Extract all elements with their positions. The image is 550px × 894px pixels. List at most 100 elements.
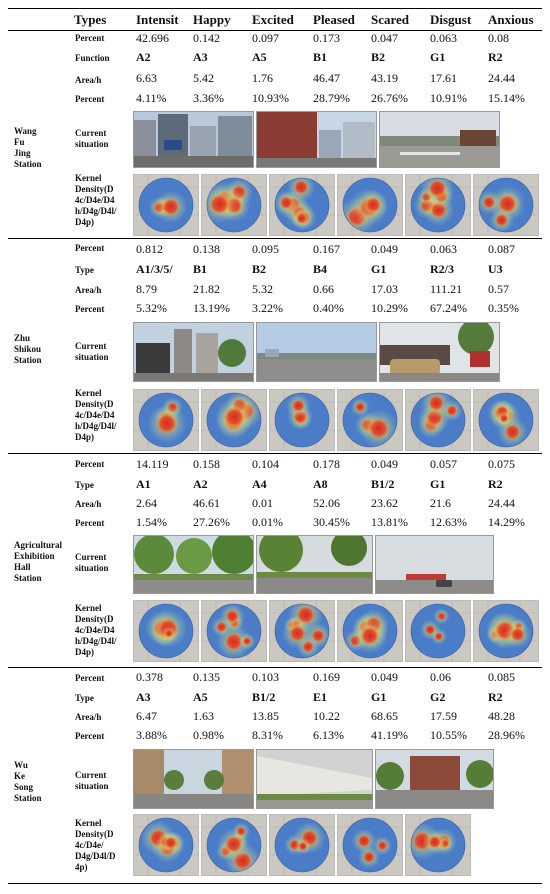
kernel-density-map <box>337 174 403 236</box>
row-label: Area/h <box>75 285 102 295</box>
label-line: D4p) <box>75 432 95 442</box>
label-line: h/D4g/D4l/ <box>75 421 117 431</box>
table-cell: 0.812 <box>136 242 163 256</box>
header-disgust: Disgust <box>430 12 472 27</box>
row-label: Area/h <box>75 499 102 509</box>
table-cell: 0.047 <box>371 31 398 45</box>
station-line: Shikou <box>14 344 42 354</box>
table-cell: B2 <box>252 262 267 276</box>
row-label: Percent <box>75 518 105 528</box>
kernel-density-map <box>201 174 267 236</box>
table-cell: G1 <box>430 477 446 491</box>
header-types: Types <box>74 12 107 27</box>
street-photo <box>133 111 254 168</box>
table-cell: 111.21 <box>430 282 463 296</box>
table-cell: 46.47 <box>313 71 340 85</box>
table-cell: 28.96% <box>488 728 525 742</box>
row-label: Type <box>75 693 94 703</box>
table-cell: G1 <box>371 262 387 276</box>
table-cell: 0.104 <box>252 457 279 471</box>
table-cell: E1 <box>313 690 328 704</box>
table-cell: B4 <box>313 262 328 276</box>
table-cell: 0.169 <box>313 670 340 684</box>
table-cell: 6.47 <box>136 709 157 723</box>
row-label: Percent <box>75 94 105 104</box>
table-cell: 52.06 <box>313 496 340 510</box>
label-line: D4p) <box>75 647 95 657</box>
label-line: 4c/D4e/ <box>75 840 104 850</box>
station-line: Exhibition <box>14 551 55 561</box>
table-cell: 1.63 <box>193 709 214 723</box>
table-cell: 0.158 <box>193 457 220 471</box>
table-cell: 42.696 <box>136 31 169 45</box>
kernel-density-map <box>133 600 199 662</box>
kernel-density-map <box>269 814 335 876</box>
table-cell: 0.57 <box>488 282 509 296</box>
station-zhushikou: Zhu Shikou Station <box>14 333 74 366</box>
row-label: Function <box>75 53 110 63</box>
table-cell: 10.55% <box>430 728 467 742</box>
header-row: Types Intensit Happy Excited Pleased Sca… <box>0 8 550 30</box>
section-rule <box>8 667 542 668</box>
station-line: Song <box>14 782 34 792</box>
table-cell: 17.61 <box>430 71 457 85</box>
top-rule <box>8 8 542 9</box>
table-cell: 13.81% <box>371 515 408 529</box>
header-scared: Scared <box>371 12 410 27</box>
table-cell: 46.61 <box>193 496 220 510</box>
table-cell: 67.24% <box>430 301 467 315</box>
label-line: Kernel <box>75 388 102 398</box>
street-photo <box>379 322 500 382</box>
station-line: Fu <box>14 137 25 147</box>
table-cell: 0.08 <box>488 31 509 45</box>
label-line: Kernel <box>75 173 102 183</box>
table-cell: 0.075 <box>488 457 515 471</box>
row-label: Percent <box>75 304 105 314</box>
header-excited: Excited <box>252 12 294 27</box>
table-cell: G2 <box>430 690 446 704</box>
kernel-density-map <box>269 389 335 451</box>
label-line: 4p) <box>75 862 88 872</box>
table-cell: 0.049 <box>371 670 398 684</box>
station-line: Agricultural <box>14 540 62 550</box>
table-cell: 14.29% <box>488 515 525 529</box>
station-agricultural-exhibition-hall: Agricultural Exhibition Hall Station <box>14 540 74 584</box>
table-cell: 8.79 <box>136 282 157 296</box>
table-cell: 24.44 <box>488 496 515 510</box>
header-happy: Happy <box>193 12 231 27</box>
current-situation-label: Current situation <box>75 341 109 363</box>
table-cell: 0.103 <box>252 670 279 684</box>
station-line: Station <box>14 573 42 583</box>
station-line: Zhu <box>14 333 31 343</box>
label-line: Density(D <box>75 614 114 624</box>
station-wukesong: Wu Ke Song Station <box>14 760 74 804</box>
table-cell: 0.142 <box>193 31 220 45</box>
table-cell: 0.087 <box>488 242 515 256</box>
table-cell: 0.98% <box>193 728 224 742</box>
label-line: 4c/D4e/D4 <box>75 625 115 635</box>
table-cell: 0.173 <box>313 31 340 45</box>
current-situation-label: Current situation <box>75 552 109 574</box>
kernel-density-map <box>473 389 539 451</box>
table-cell: R2 <box>488 690 503 704</box>
station-line: Ke <box>14 771 25 781</box>
label-line: Current <box>75 128 107 138</box>
row-label: Percent <box>75 673 105 683</box>
table-cell: 17.59 <box>430 709 457 723</box>
table-cell: R2 <box>488 50 503 64</box>
label-line: Density(D <box>75 829 114 839</box>
table-cell: 5.42 <box>193 71 214 85</box>
label-line: Current <box>75 770 107 780</box>
row-label: Area/h <box>75 712 102 722</box>
kernel-density-map <box>269 600 335 662</box>
table-cell: A5 <box>193 690 208 704</box>
street-photo <box>379 111 500 168</box>
table-cell: 2.64 <box>136 496 157 510</box>
street-photo <box>133 535 254 594</box>
table-cell: 12.63% <box>430 515 467 529</box>
kernel-density-map <box>201 814 267 876</box>
kernel-density-label: Kernel Density(D 4c/D4e/D4 h/D4g/D4l/ D4… <box>75 603 117 658</box>
kernel-density-map <box>405 389 471 451</box>
street-photo <box>133 749 254 809</box>
table-cell: 0.057 <box>430 457 457 471</box>
